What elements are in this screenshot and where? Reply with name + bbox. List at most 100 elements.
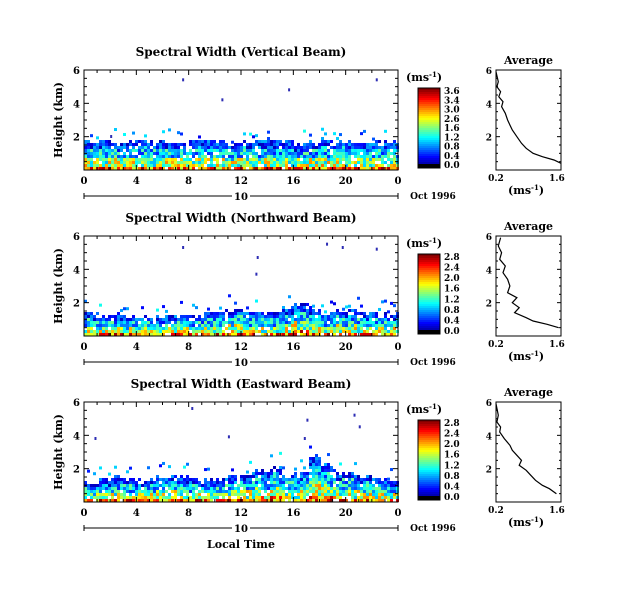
heatmap-cell <box>300 321 303 324</box>
heatmap-cell <box>312 457 315 460</box>
colorbar-band <box>418 268 440 271</box>
heatmap-cell <box>156 167 159 170</box>
heatmap-cell <box>123 321 126 324</box>
heatmap-cell <box>186 499 189 502</box>
heatmap-cell <box>309 324 312 327</box>
heatmap-cell <box>195 321 198 324</box>
heatmap-cell <box>174 490 177 493</box>
heatmap-cell <box>315 484 318 487</box>
heatmap-cell <box>228 161 231 164</box>
heatmap-cell <box>192 321 195 324</box>
heatmap-cell <box>195 333 198 336</box>
heatmap-cell <box>216 155 219 158</box>
heatmap-cell <box>141 484 144 487</box>
heatmap-cell <box>252 152 255 155</box>
heatmap-cell <box>375 140 378 143</box>
heatmap-cell <box>297 487 300 490</box>
heatmap-cell <box>249 324 252 327</box>
heatmap-cell <box>129 167 132 170</box>
heatmap-cell <box>138 493 141 496</box>
heatmap-cell <box>306 475 309 478</box>
heatmap-cell <box>111 167 114 170</box>
heatmap-cell <box>201 484 204 487</box>
heatmap-cell <box>243 493 246 496</box>
heatmap-cell <box>375 149 378 152</box>
heatmap-cell <box>300 472 303 475</box>
colorbar-tick-label: 1.6 <box>444 285 460 295</box>
heatmap-cell <box>297 306 300 309</box>
heatmap-cell <box>252 135 255 139</box>
heatmap-cell <box>339 321 342 324</box>
heatmap-cell <box>375 155 378 158</box>
heatmap-cell <box>384 330 387 333</box>
heatmap-cell <box>285 321 288 324</box>
heatmap-cell <box>378 158 381 161</box>
heatmap-cell <box>117 158 120 161</box>
heatmap-cell <box>207 493 210 496</box>
heatmap-cell <box>294 309 297 312</box>
heatmap-cell <box>348 324 351 327</box>
heatmap-cell <box>192 327 195 330</box>
heatmap-cell <box>135 149 138 152</box>
heatmap-cell <box>123 481 126 484</box>
heatmap-cell <box>360 321 363 324</box>
heatmap-cell <box>360 330 363 333</box>
heatmap-cell <box>369 321 372 324</box>
heatmap-cell <box>105 496 108 499</box>
heatmap-cell <box>114 475 117 478</box>
heatmap-cell <box>306 318 309 321</box>
heatmap-cell <box>198 135 201 139</box>
heatmap-cell <box>132 499 135 502</box>
heatmap-cell <box>153 499 156 502</box>
heatmap-cell <box>216 493 219 496</box>
heatmap-cell <box>204 478 207 481</box>
heatmap-cell <box>324 146 327 149</box>
heatmap-cell <box>333 152 336 155</box>
heatmap-cell <box>303 499 306 502</box>
heatmap-cell <box>300 167 303 170</box>
heatmap-cell <box>297 318 300 321</box>
colorbar-band <box>418 260 440 263</box>
heatmap-cell <box>321 324 324 327</box>
heatmap-cell <box>300 496 303 499</box>
heatmap-cell <box>270 490 273 493</box>
heatmap-cell <box>114 484 117 487</box>
heatmap-cell <box>318 466 321 469</box>
heatmap-cell <box>105 499 108 502</box>
heatmap-cell <box>180 321 183 324</box>
heatmap-cell <box>306 330 309 333</box>
average-y-tick-label: 6 <box>486 399 492 409</box>
heatmap-cell <box>294 472 297 475</box>
heatmap-cell <box>234 324 237 327</box>
heatmap-cell <box>111 161 114 164</box>
heatmap-cell <box>324 330 327 333</box>
heatmap-cell <box>387 499 390 502</box>
heatmap-cell <box>240 312 243 315</box>
colorbar-band <box>418 490 440 493</box>
heatmap-cell <box>162 152 165 155</box>
heatmap-cell <box>333 155 336 158</box>
heatmap-cell <box>393 149 396 152</box>
heatmap-cell <box>171 496 174 499</box>
sparse-echo <box>303 437 306 440</box>
heatmap-cell <box>333 490 336 493</box>
x-tick-label: 8 <box>185 342 192 353</box>
colorbar-tick-label: 0.0 <box>444 161 460 171</box>
heatmap-cell <box>387 310 390 314</box>
heatmap-cell <box>117 318 120 321</box>
heatmap-cell <box>327 472 330 475</box>
heatmap-cell <box>354 146 357 149</box>
heatmap-cell <box>105 164 108 167</box>
heatmap-cell <box>288 490 291 493</box>
heatmap-cell <box>300 306 303 309</box>
heatmap-cell <box>348 146 351 149</box>
heatmap-cell <box>114 481 117 484</box>
heatmap-cell <box>285 327 288 330</box>
heatmap-cell <box>213 155 216 158</box>
heatmap-cell <box>249 460 252 464</box>
heatmap-cell <box>222 140 225 143</box>
heatmap-cell <box>168 487 171 490</box>
average-frame <box>495 235 562 337</box>
heatmap-cell <box>348 333 351 336</box>
heatmap-cell <box>210 161 213 164</box>
